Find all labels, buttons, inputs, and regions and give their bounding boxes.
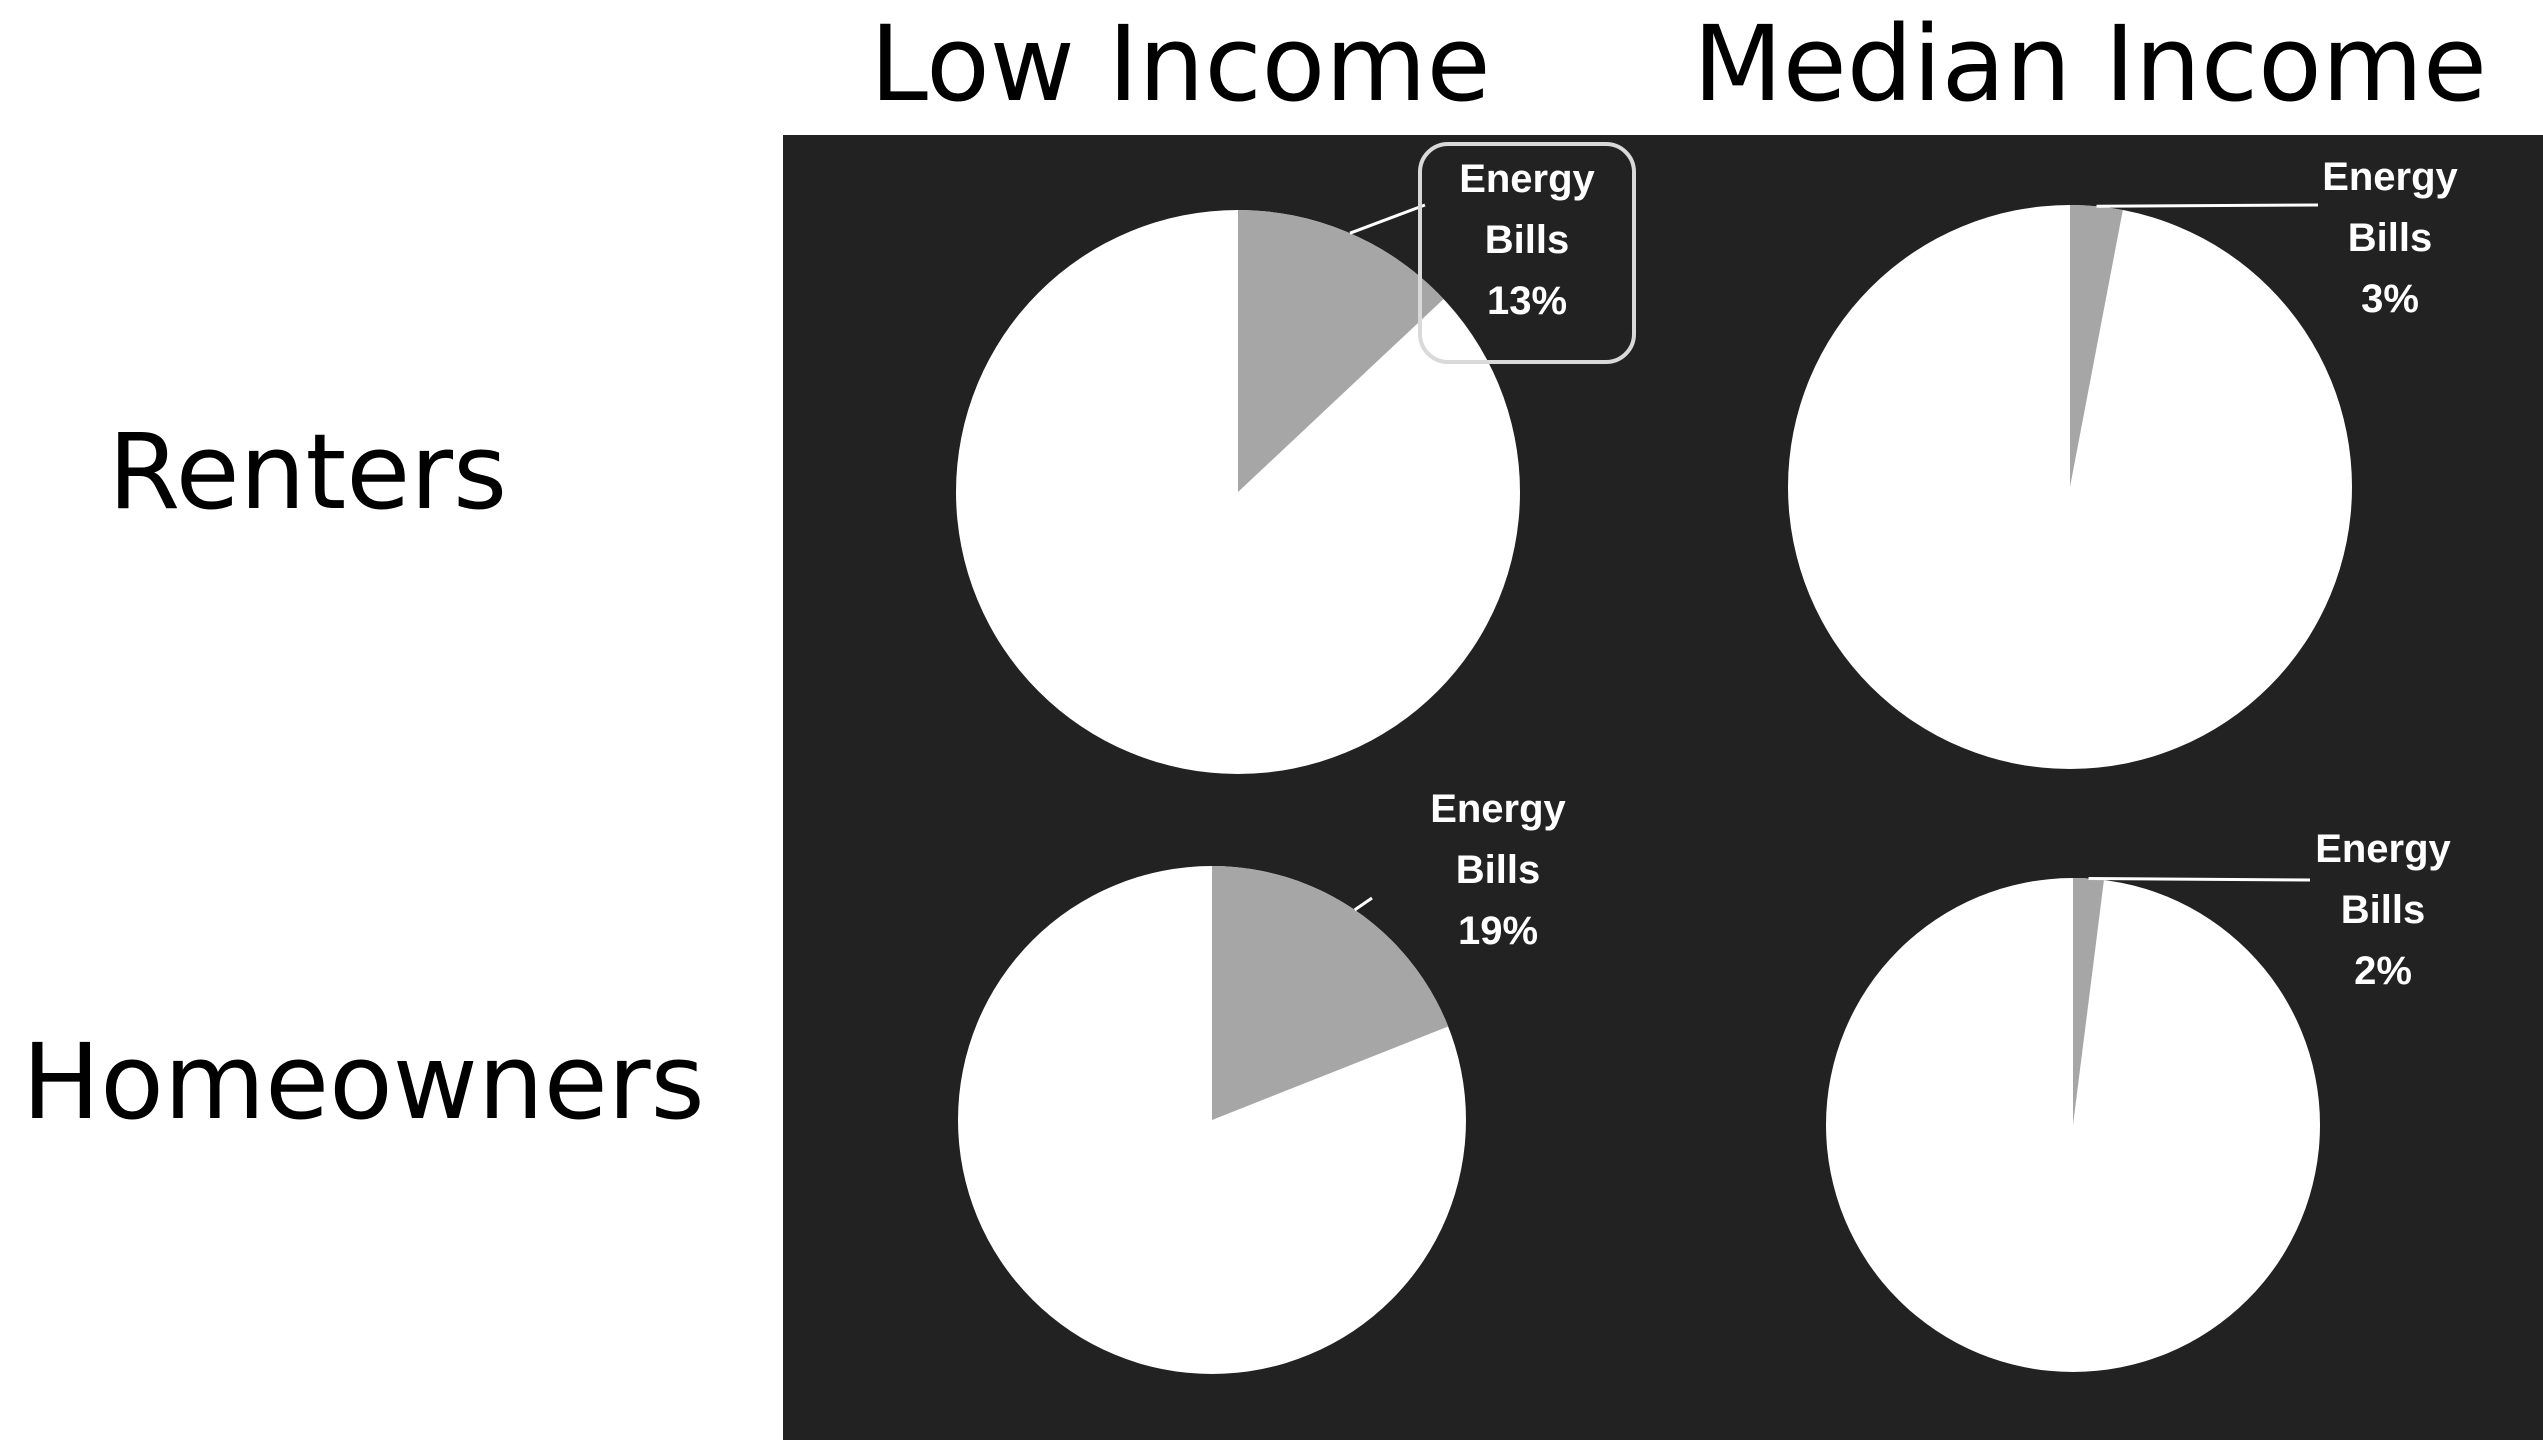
data-label-line-1: Bills — [2348, 216, 2432, 260]
leader-line-renters-low-income — [1349, 203, 1426, 235]
leader-line-homeowners-median-income — [2088, 876, 2311, 882]
data-label-line-2: 3% — [2361, 277, 2419, 321]
data-label-line-2: 13% — [1487, 279, 1567, 323]
data-label-line-2: 2% — [2354, 949, 2412, 993]
column-header-low-income: Low Income — [870, 3, 1491, 125]
data-label-homeowners-median-income: Energy Bills 2% — [2315, 827, 2451, 993]
row-header-renters: Renters — [108, 411, 508, 533]
data-label-homeowners-low-income: Energy Bills 19% — [1430, 787, 1566, 953]
pie-slice-energy-bills-homeowners-median-income — [2073, 878, 2104, 1125]
pie-slice-energy-bills-homeowners-low-income — [1212, 866, 1449, 1120]
pie-slice-energy-bills-renters-low-income — [1238, 210, 1444, 492]
pie-renters-low-income: Energy Bills 13% — [956, 142, 1636, 774]
data-label-renters-low-income: Energy Bills 13% — [1459, 157, 1595, 323]
pie-homeowners-low-income: Energy Bills 19% — [958, 787, 1567, 1374]
highlight-box-renters-low-income — [1418, 142, 1636, 364]
pie-homeowners-median-income: Energy Bills 2% — [1826, 827, 2452, 1372]
data-label-line-0: Energy — [2322, 155, 2458, 199]
data-label-line-1: Bills — [2341, 888, 2425, 932]
row-header-homeowners: Homeowners — [22, 1021, 705, 1143]
pie-renters-median-income: Energy Bills 3% — [1788, 155, 2459, 769]
data-label-renters-median-income: Energy Bills 3% — [2322, 155, 2458, 321]
column-header-median-income: Median Income — [1693, 3, 2488, 125]
leader-line-homeowners-low-income — [1353, 896, 1373, 912]
data-label-line-1: Bills — [1485, 218, 1569, 262]
data-label-line-0: Energy — [1459, 157, 1595, 201]
data-label-line-0: Energy — [2315, 827, 2451, 871]
pie-slice-energy-bills-renters-median-income — [2070, 205, 2123, 487]
data-label-line-1: Bills — [1456, 848, 1540, 892]
data-label-line-0: Energy — [1430, 787, 1566, 831]
data-label-line-2: 19% — [1458, 909, 1538, 953]
leader-line-renters-median-income — [2096, 203, 2319, 208]
